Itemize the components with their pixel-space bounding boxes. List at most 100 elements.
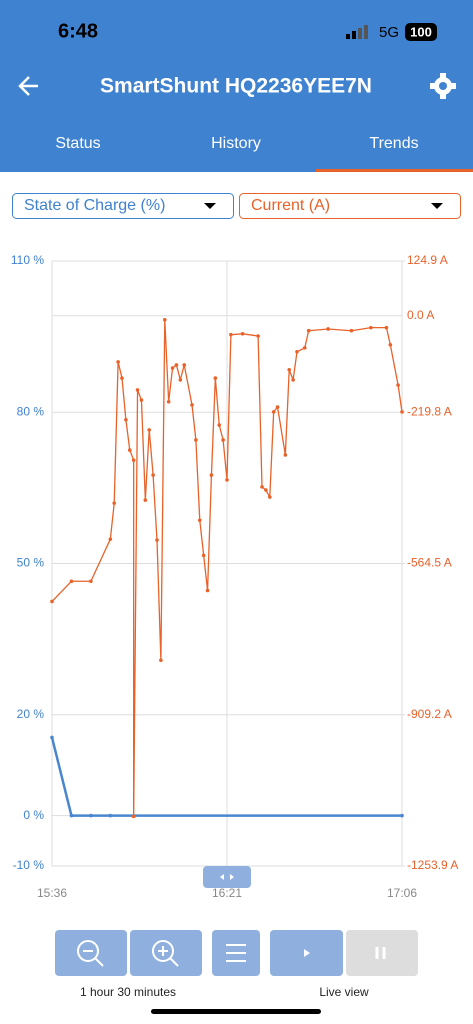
data-point <box>388 342 393 347</box>
data-point <box>384 325 389 330</box>
data-point <box>217 423 222 427</box>
y-tick-label: 20 % <box>17 707 45 721</box>
data-point <box>131 814 136 819</box>
zoom-in-button[interactable] <box>130 930 202 976</box>
pause-button[interactable] <box>346 930 418 976</box>
data-point <box>190 403 194 407</box>
data-point <box>369 325 373 330</box>
x-tick-label: 17:06 <box>387 886 417 900</box>
back-button[interactable] <box>18 76 38 96</box>
settings-button[interactable] <box>430 73 456 99</box>
data-point <box>116 360 120 364</box>
data-point <box>306 328 311 333</box>
data-point <box>283 453 288 457</box>
data-point <box>400 410 404 414</box>
data-point <box>209 473 214 477</box>
current-selector[interactable] <box>239 193 461 219</box>
data-point <box>151 473 155 477</box>
data-point <box>139 398 144 402</box>
data-point <box>162 317 167 322</box>
tab-indicator <box>316 169 473 172</box>
data-point <box>69 579 74 584</box>
battery <box>405 23 437 41</box>
zoom-out-button[interactable] <box>55 930 127 976</box>
data-point <box>260 485 264 489</box>
data-point <box>201 553 206 558</box>
y-tick-label: 80 % <box>17 404 45 418</box>
data-point <box>174 363 179 367</box>
title: SmartShunt HQ2236YEE7N <box>100 75 372 98</box>
header-bg <box>0 0 473 172</box>
y-tick-label: 110 % <box>11 253 44 267</box>
battery-level: 100 <box>410 24 432 39</box>
data-point <box>135 388 140 392</box>
data-point <box>108 537 113 541</box>
x-tick-label: 15:36 <box>37 886 67 900</box>
data-point <box>120 376 124 380</box>
data-point <box>295 349 299 354</box>
data-point <box>131 458 136 462</box>
data-point <box>124 417 128 422</box>
data-point <box>112 501 117 505</box>
network: 5G <box>379 24 399 41</box>
data-point <box>287 367 292 372</box>
data-point <box>240 331 245 336</box>
y2-tick-label: -564.5 A <box>407 556 452 570</box>
data-point <box>89 579 93 584</box>
data-point <box>182 363 187 367</box>
data-point <box>229 332 233 337</box>
data-point <box>400 813 404 818</box>
data-point <box>89 813 93 818</box>
data-point <box>302 346 307 350</box>
dropdown-arrow <box>204 203 216 209</box>
data-point <box>205 588 210 593</box>
tab[interactable]: Status <box>55 135 100 152</box>
y2-tick-label: -1253.9 A <box>407 858 458 872</box>
signal <box>346 25 368 39</box>
y-tick-label: 0 % <box>23 808 44 822</box>
data-point <box>178 378 183 382</box>
dropdown-arrow <box>431 203 443 209</box>
data-point <box>147 428 152 432</box>
y2-tick-label: -219.8 A <box>407 404 452 418</box>
data-point <box>256 334 260 338</box>
y-tick-label: 50 % <box>17 556 45 570</box>
pan-handle[interactable] <box>203 866 251 888</box>
tab[interactable]: History <box>211 135 261 152</box>
data-point <box>155 538 159 542</box>
data-point <box>271 410 276 414</box>
controls <box>55 930 418 976</box>
data-point <box>127 448 132 452</box>
data-point <box>194 438 198 442</box>
data-point <box>50 599 54 604</box>
data-point <box>264 488 268 492</box>
data-point <box>143 498 148 502</box>
data-point <box>221 438 225 442</box>
live-label: Live view <box>319 985 369 999</box>
selector-label: Current (A) <box>251 197 330 214</box>
data-point <box>225 478 229 482</box>
data-point <box>275 405 280 409</box>
data-point <box>69 813 74 818</box>
data-point <box>197 518 202 523</box>
home-indicator <box>151 1009 321 1014</box>
data-point <box>170 366 175 370</box>
data-point <box>159 658 163 663</box>
data-point <box>108 813 113 818</box>
data-point <box>349 328 354 333</box>
data-point <box>213 376 218 380</box>
tab[interactable]: Trends <box>369 135 418 152</box>
data-point <box>166 400 171 404</box>
y2-tick-label: 0.0 A <box>407 308 434 322</box>
data-point <box>50 735 54 740</box>
data-point <box>267 495 272 499</box>
data-point <box>396 383 400 387</box>
plot: -10 % 0 % 20 % 50 % 80 % 110 % -1253.9 A -909.2… <box>11 253 459 900</box>
clock: 6:48 <box>58 20 98 42</box>
y-tick-label: -10 % <box>13 858 45 872</box>
range-label: 1 hour 30 minutes <box>80 985 176 999</box>
soc-selector[interactable] <box>12 193 234 219</box>
data-point <box>326 327 330 331</box>
y2-tick-label: -909.2 A <box>407 707 452 721</box>
